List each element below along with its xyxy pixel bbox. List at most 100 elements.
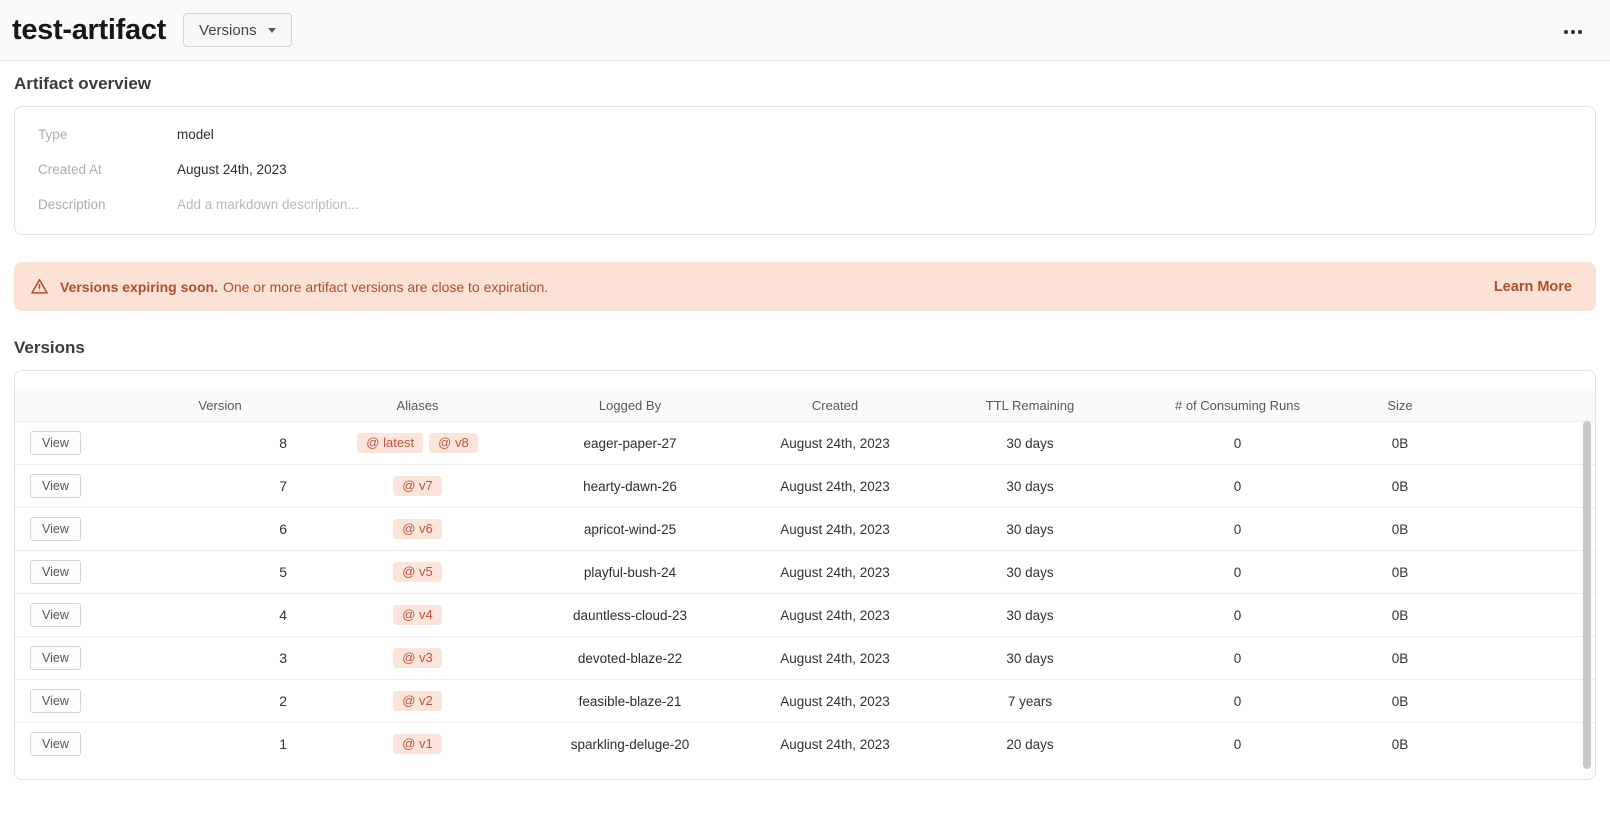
version-number: 7 <box>279 478 287 494</box>
size-value: 0B <box>1391 693 1409 709</box>
size-value: 0B <box>1391 435 1409 451</box>
view-button[interactable]: View <box>30 603 81 627</box>
table-row: View 3 @ v3 devoted-blaze-22 August 24th… <box>15 636 1595 679</box>
logged-by-run-link[interactable]: devoted-blaze-22 <box>577 650 683 666</box>
versions-table: Version Aliases Logged By Created TTL Re… <box>14 370 1596 780</box>
consuming-runs-count: 0 <box>1233 607 1242 623</box>
version-number: 3 <box>279 650 287 666</box>
logged-by-run-link[interactable]: playful-bush-24 <box>583 564 677 580</box>
view-button[interactable]: View <box>30 474 81 498</box>
view-button[interactable]: View <box>30 689 81 713</box>
banner-text: Versions expiring soon. One or more artif… <box>60 279 548 295</box>
consuming-runs-count: 0 <box>1233 478 1242 494</box>
alias-chips: @ v4 <box>315 605 520 625</box>
created-date: August 24th, 2023 <box>780 607 890 623</box>
logged-by-run-link[interactable]: eager-paper-27 <box>583 435 677 451</box>
versions-dropdown-label: Versions <box>199 21 257 39</box>
top-bar: test-artifact Versions <box>0 0 1610 61</box>
version-number: 6 <box>279 521 287 537</box>
consuming-runs-count: 0 <box>1233 736 1242 752</box>
ttl-remaining-value: 20 days <box>1006 736 1054 752</box>
created-date: August 24th, 2023 <box>780 693 890 709</box>
logged-by-run-link[interactable]: sparkling-deluge-20 <box>570 736 690 752</box>
column-header-logged-by: Logged By <box>598 397 662 413</box>
page-title: test-artifact <box>12 13 167 46</box>
ttl-remaining-value: 30 days <box>1006 650 1054 666</box>
alias-chips: @ v2 <box>315 691 520 711</box>
caret-down-icon <box>267 27 276 33</box>
size-value: 0B <box>1391 521 1409 537</box>
artifact-overview-card: Type model Created At August 24th, 2023 … <box>14 106 1596 235</box>
size-value: 0B <box>1391 607 1409 623</box>
version-number: 4 <box>279 607 287 623</box>
warning-triangle-icon <box>30 277 49 296</box>
consuming-runs-count: 0 <box>1233 521 1242 537</box>
table-row: View 2 @ v2 feasible-blaze-21 August 24t… <box>15 679 1595 722</box>
table-row: View 8 @ latest @ v8 eager-paper-27 Augus… <box>15 421 1595 464</box>
size-value: 0B <box>1391 650 1409 666</box>
version-number: 8 <box>279 435 287 451</box>
logged-by-run-link[interactable]: apricot-wind-25 <box>583 521 677 537</box>
version-number: 2 <box>279 693 287 709</box>
table-row: View 6 @ v6 apricot-wind-25 August 24th,… <box>15 507 1595 550</box>
created-date: August 24th, 2023 <box>780 650 890 666</box>
consuming-runs-count: 0 <box>1233 693 1242 709</box>
size-value: 0B <box>1391 736 1409 752</box>
logged-by-run-link[interactable]: dauntless-cloud-23 <box>572 607 688 623</box>
alias-chip: @ v2 <box>393 691 442 711</box>
expiration-warning-banner: Versions expiring soon. One or more artif… <box>14 262 1596 311</box>
created-date: August 24th, 2023 <box>780 521 890 537</box>
view-button[interactable]: View <box>30 732 81 756</box>
overflow-menu-icon[interactable] <box>1560 26 1586 38</box>
logged-by-run-link[interactable]: hearty-dawn-26 <box>583 478 677 494</box>
ttl-remaining-value: 7 years <box>1007 693 1053 709</box>
banner-message: One or more artifact versions are close … <box>222 278 549 295</box>
alias-chip: @ v1 <box>393 734 442 754</box>
versions-section-heading: Versions <box>14 338 85 357</box>
column-header-size: Size <box>1387 397 1413 413</box>
logged-by-run-link[interactable]: feasible-blaze-21 <box>578 693 682 709</box>
table-row: View 7 @ v7 hearty-dawn-26 August 24th, … <box>15 464 1595 507</box>
column-header-created: Created <box>811 397 859 413</box>
ttl-remaining-value: 30 days <box>1006 607 1054 623</box>
overview-row-type: Type model <box>15 117 1595 152</box>
column-header-ttl-remaining: TTL Remaining <box>985 397 1075 413</box>
view-button[interactable]: View <box>30 517 81 541</box>
view-button[interactable]: View <box>30 560 81 584</box>
created-at-label: Created At <box>38 162 102 177</box>
alias-chips: @ v3 <box>315 648 520 668</box>
table-body: View 8 @ latest @ v8 eager-paper-27 Augus… <box>15 421 1595 765</box>
table-scrollbar[interactable] <box>1583 421 1591 769</box>
created-date: August 24th, 2023 <box>780 736 890 752</box>
consuming-runs-count: 0 <box>1233 435 1242 451</box>
artifact-overview-heading: Artifact overview <box>14 74 151 93</box>
version-number: 5 <box>279 564 287 580</box>
alias-chip: @ v5 <box>393 562 442 582</box>
description-input[interactable]: Add a markdown description... <box>177 197 359 212</box>
alias-chip: @ latest <box>357 433 424 453</box>
column-header-consuming-runs: # of Consuming Runs <box>1174 397 1300 413</box>
size-value: 0B <box>1391 478 1409 494</box>
alias-chips: @ v1 <box>315 734 520 754</box>
type-label: Type <box>38 127 68 142</box>
alias-chip: @ v7 <box>393 476 442 496</box>
version-number: 1 <box>279 736 287 752</box>
alias-chip: @ v4 <box>393 605 442 625</box>
alias-chips: @ v5 <box>315 562 520 582</box>
learn-more-link[interactable]: Learn More <box>1493 278 1572 295</box>
table-row: View 4 @ v4 dauntless-cloud-23 August 24… <box>15 593 1595 636</box>
ttl-remaining-value: 30 days <box>1006 564 1054 580</box>
versions-dropdown-button[interactable]: Versions <box>183 13 292 47</box>
created-at-value: August 24th, 2023 <box>177 162 287 177</box>
overview-row-description: Description Add a markdown description..… <box>15 187 1595 222</box>
table-header-row: Version Aliases Logged By Created TTL Re… <box>15 389 1595 421</box>
description-label: Description <box>38 197 106 212</box>
table-row: View 5 @ v5 playful-bush-24 August 24th,… <box>15 550 1595 593</box>
ttl-remaining-value: 30 days <box>1006 435 1054 451</box>
ttl-remaining-value: 30 days <box>1006 478 1054 494</box>
view-button[interactable]: View <box>30 431 81 455</box>
alias-chips: @ v7 <box>315 476 520 496</box>
alias-chip: @ v8 <box>429 433 478 453</box>
view-button[interactable]: View <box>30 646 81 670</box>
table-row: View 1 @ v1 sparkling-deluge-20 August 2… <box>15 722 1595 765</box>
